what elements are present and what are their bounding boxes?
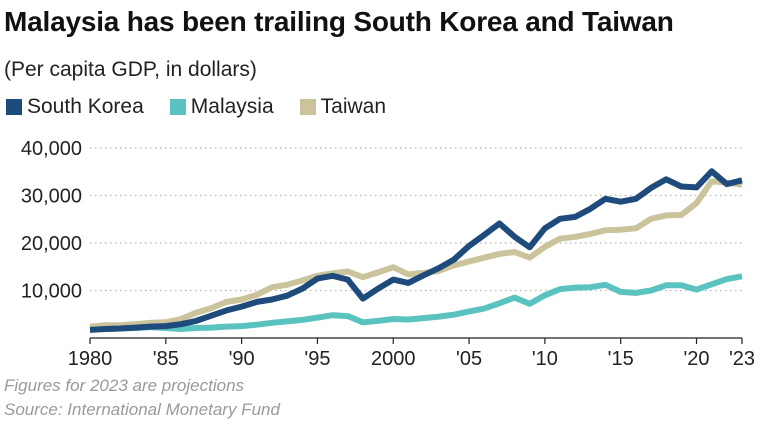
y-tick-label: 40,000 (21, 138, 82, 160)
legend-label-taiwan: Taiwan (320, 95, 387, 118)
legend-item-south-korea: South Korea (6, 95, 144, 119)
source-note: Source: International Monetary Fund (4, 400, 280, 419)
chart-title: Malaysia has been trailing South Korea a… (4, 6, 674, 37)
x-tick-label: 2000 (371, 348, 416, 370)
legend-item-malaysia: Malaysia (169, 95, 274, 119)
legend-item-taiwan: Taiwan (299, 95, 387, 119)
x-tick-label: 1980 (68, 348, 113, 370)
legend-swatch-south-korea (6, 99, 22, 115)
x-tick-label: '20 (683, 348, 709, 370)
y-tick-label: 10,000 (21, 281, 82, 303)
x-tick-label: '85 (153, 348, 179, 370)
y-tick-label: 30,000 (21, 186, 82, 208)
x-tick-label: '10 (532, 348, 558, 370)
y-tick-label: 20,000 (21, 233, 82, 255)
x-tick-label: '90 (229, 348, 255, 370)
projection-note: Figures for 2023 are projections (4, 376, 245, 395)
x-tick-label: '23 (729, 348, 755, 370)
legend-label-malaysia: Malaysia (190, 95, 274, 118)
series-line-malaysia (89, 273, 743, 333)
legend: South Korea Malaysia Taiwan (6, 95, 412, 119)
legend-swatch-taiwan (299, 99, 316, 115)
x-tick-label: '95 (304, 348, 330, 370)
chart-subtitle: (Per capita GDP, in dollars) (4, 58, 257, 81)
series-line-south-korea (89, 168, 743, 333)
legend-label-south-korea: South Korea (27, 95, 144, 118)
series-line-taiwan (89, 178, 743, 330)
legend-swatch-malaysia (169, 99, 186, 115)
x-tick-label: '05 (456, 348, 482, 370)
x-tick-label: '15 (608, 348, 634, 370)
